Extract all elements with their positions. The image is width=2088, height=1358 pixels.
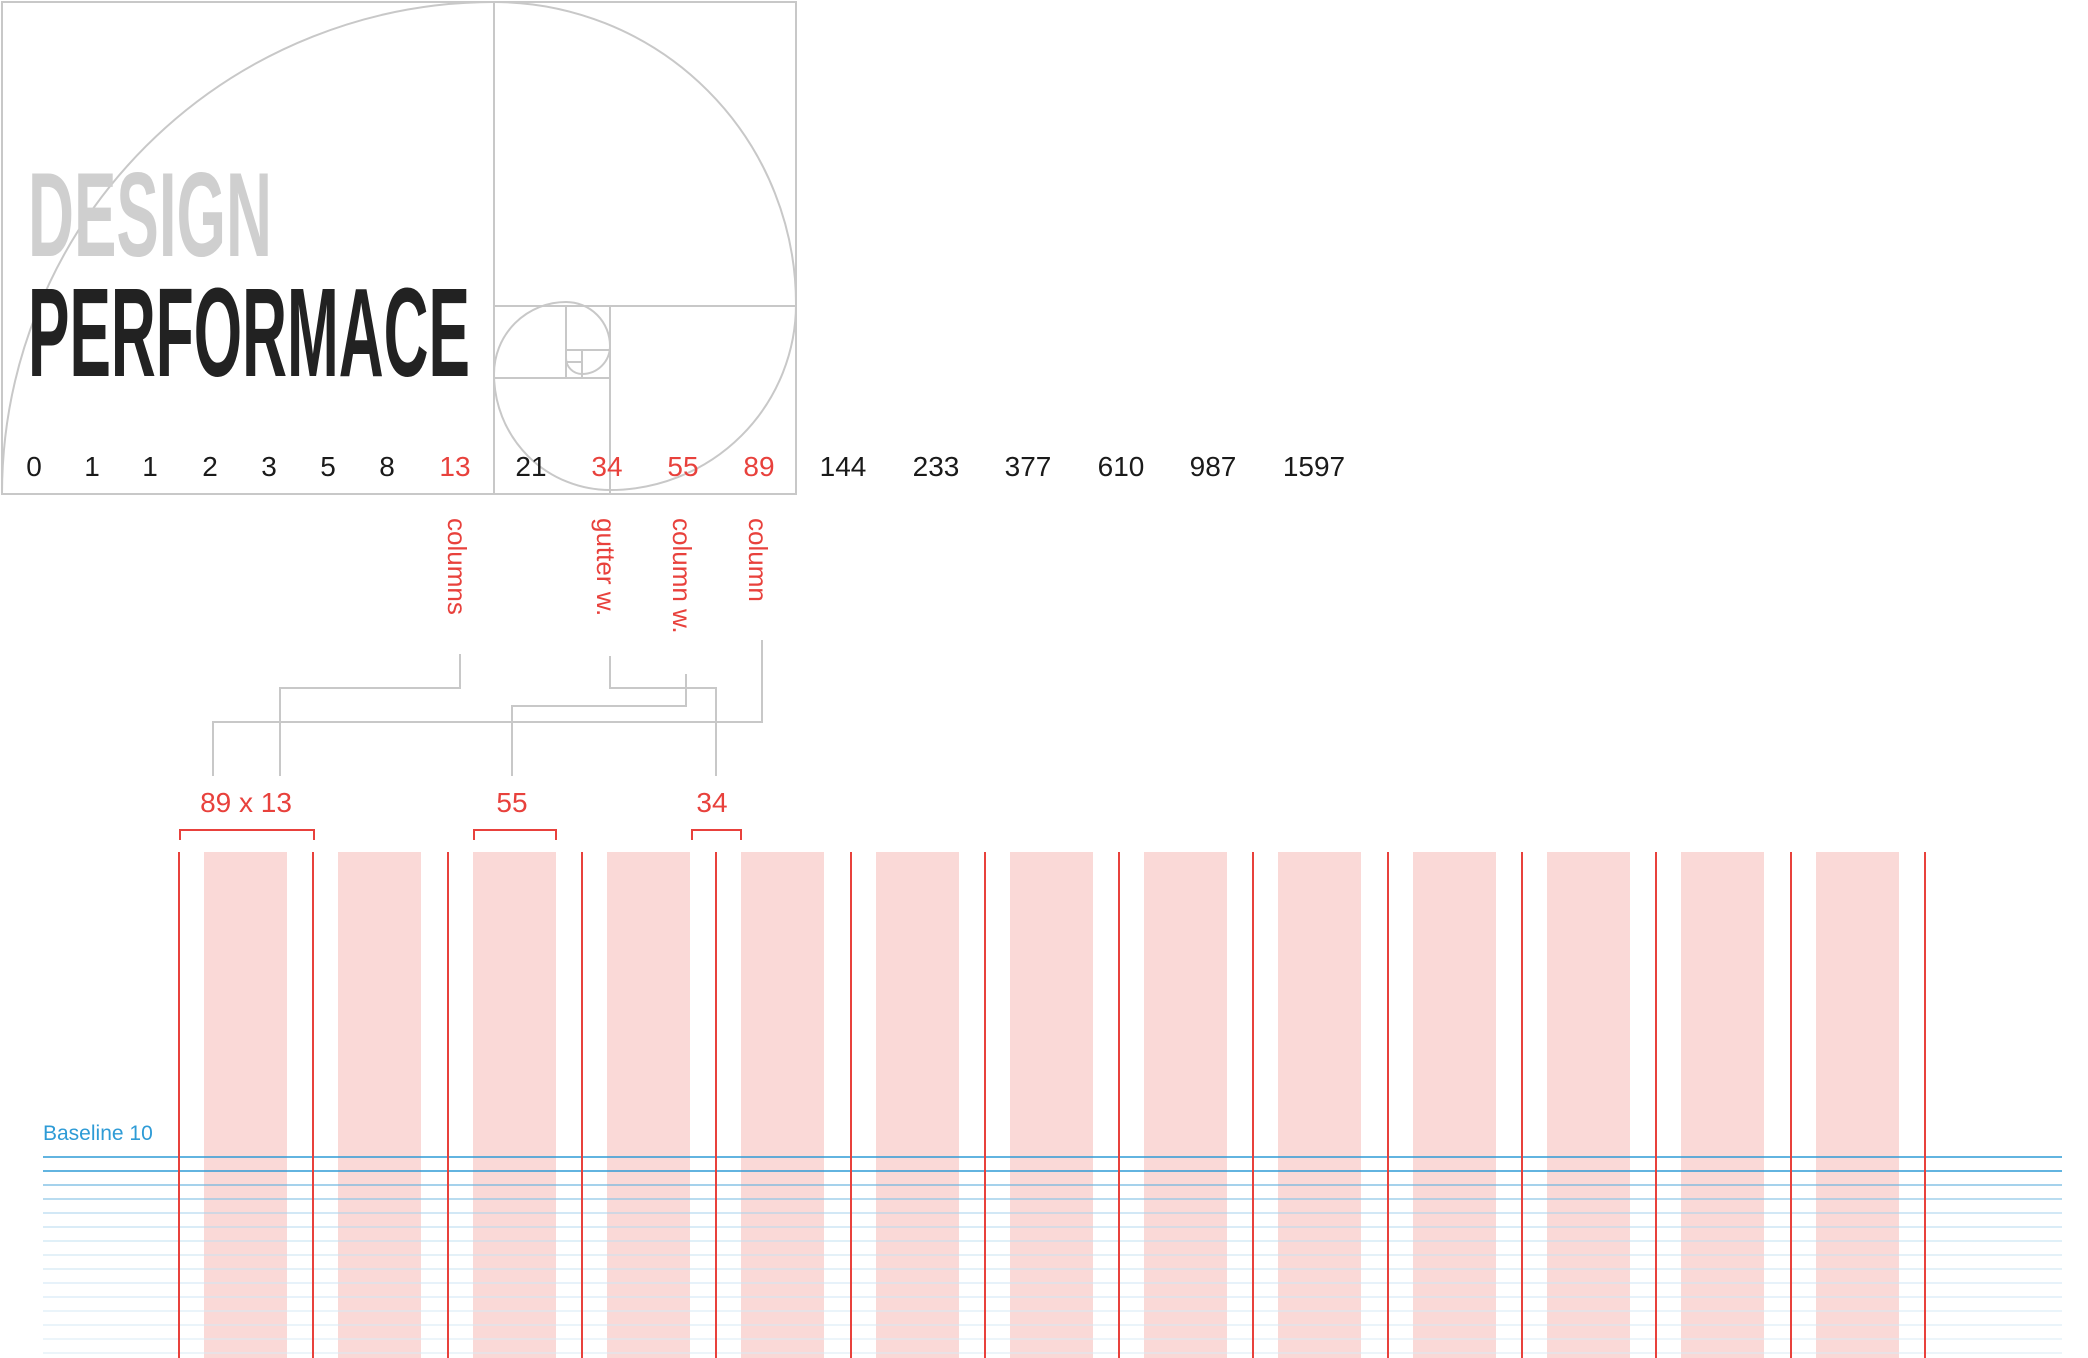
grid-column — [607, 852, 690, 1358]
golden-spiral — [1, 0, 798, 495]
fibonacci-sequence: 0 1 1 2 3 5 8 13 21 34 55 89 144 233 377… — [26, 451, 1345, 482]
grid-column — [1144, 852, 1227, 1358]
grid-column — [1547, 852, 1630, 1358]
grid-column — [473, 852, 556, 1358]
sequence-number: 8 — [379, 451, 395, 482]
sequence-number: 13 — [439, 451, 470, 482]
grid-column — [1413, 852, 1496, 1358]
sequence-number: 1 — [84, 451, 100, 482]
sequence-number: 987 — [1190, 451, 1237, 482]
title-design: DESIGN — [28, 148, 272, 282]
sequence-number: 233 — [913, 451, 960, 482]
sequence-number: 34 — [591, 451, 622, 482]
sequence-number: 1 — [142, 451, 158, 482]
title-performace: PERFORMACE — [28, 262, 470, 403]
dimension-column-width: 55 — [496, 787, 527, 818]
connector-gutter-width — [609, 656, 717, 776]
baseline-grid — [43, 1156, 2062, 1354]
sequence-number: 144 — [820, 451, 867, 482]
label-columns: columns — [442, 518, 472, 615]
grid-column — [338, 852, 421, 1358]
sequence-number: 2 — [202, 451, 218, 482]
sequence-number: 0 — [26, 451, 42, 482]
dimension-columns-count: 89 x 13 — [200, 787, 292, 818]
annotation-labels: columns gutter w. column w. column — [442, 518, 773, 634]
sequence-number: 1597 — [1283, 451, 1345, 482]
sequence-number: 610 — [1098, 451, 1145, 482]
sequence-number: 5 — [320, 451, 336, 482]
grid-column — [741, 852, 824, 1358]
dimension-labels: 89 x 13 55 34 — [200, 787, 728, 818]
bracket-column-width — [473, 829, 557, 840]
label-column-width: column w. — [667, 518, 697, 634]
label-column: column — [743, 518, 773, 602]
sequence-number: 55 — [667, 451, 698, 482]
column-guide-lines — [178, 852, 1926, 1358]
sequence-number: 377 — [1005, 451, 1052, 482]
grid-column — [204, 852, 287, 1358]
dimension-gutter-width: 34 — [696, 787, 727, 818]
sequence-number: 89 — [743, 451, 774, 482]
connector-column-width — [511, 674, 687, 776]
grid-column — [1010, 852, 1093, 1358]
sequence-number: 3 — [261, 451, 277, 482]
dimension-brackets — [179, 829, 742, 840]
connector-lines — [212, 640, 763, 776]
grid-column — [876, 852, 959, 1358]
label-gutter-width: gutter w. — [591, 518, 621, 616]
connector-column — [212, 640, 763, 776]
grid-column — [1816, 852, 1899, 1358]
bracket-columns-count — [179, 829, 315, 840]
connector-columns — [279, 654, 461, 776]
golden-rectangle-outer — [1, 1, 797, 495]
column-grid — [204, 852, 1899, 1358]
grid-column — [1681, 852, 1764, 1358]
baseline-label: Baseline 10 — [43, 1122, 153, 1145]
grid-column — [1278, 852, 1361, 1358]
sequence-number: 21 — [515, 451, 546, 482]
bracket-gutter-width — [691, 829, 742, 840]
